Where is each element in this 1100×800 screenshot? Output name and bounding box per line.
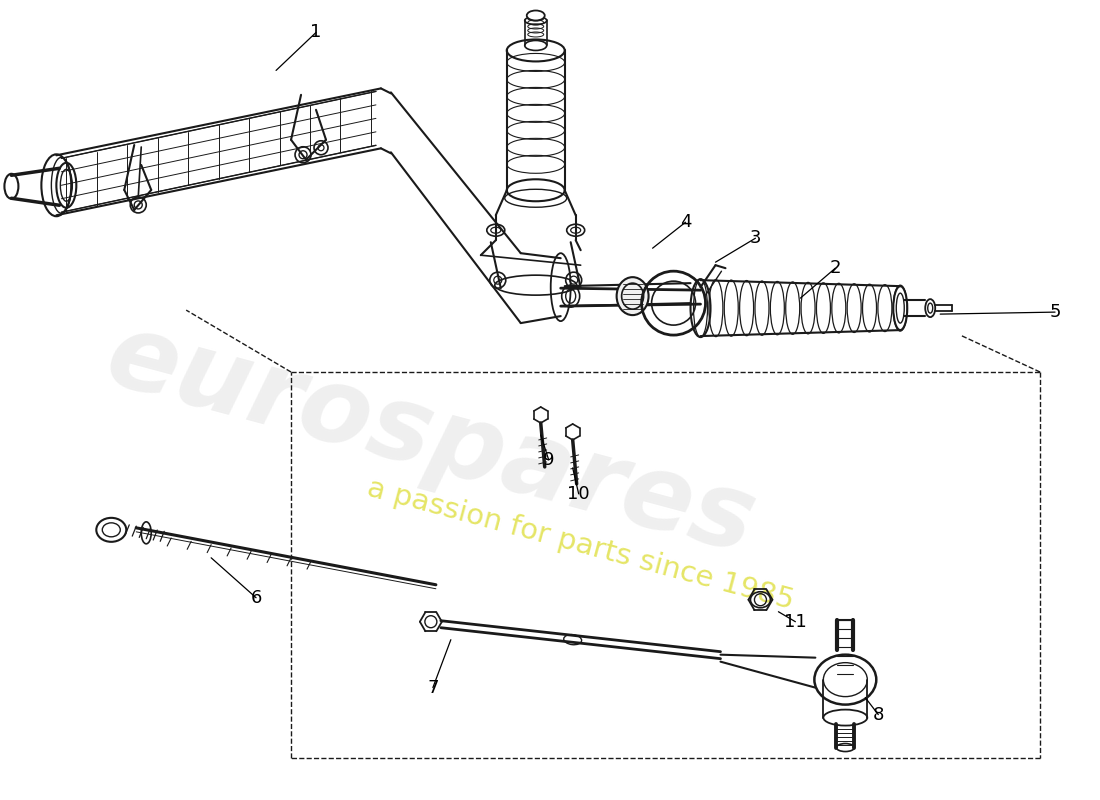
- Text: 2: 2: [829, 259, 842, 277]
- Ellipse shape: [617, 277, 649, 315]
- Text: 5: 5: [1049, 303, 1060, 321]
- Text: 3: 3: [750, 230, 761, 247]
- Text: 4: 4: [680, 214, 691, 231]
- Ellipse shape: [527, 10, 544, 21]
- Text: 8: 8: [872, 706, 884, 723]
- Text: a passion for parts since 1985: a passion for parts since 1985: [364, 474, 798, 615]
- Text: 11: 11: [784, 613, 806, 630]
- Text: 9: 9: [543, 451, 554, 469]
- Text: eurospares: eurospares: [96, 304, 766, 575]
- Text: 1: 1: [310, 23, 321, 42]
- Text: 6: 6: [251, 589, 262, 606]
- Text: 7: 7: [427, 678, 439, 697]
- Text: 10: 10: [568, 485, 590, 503]
